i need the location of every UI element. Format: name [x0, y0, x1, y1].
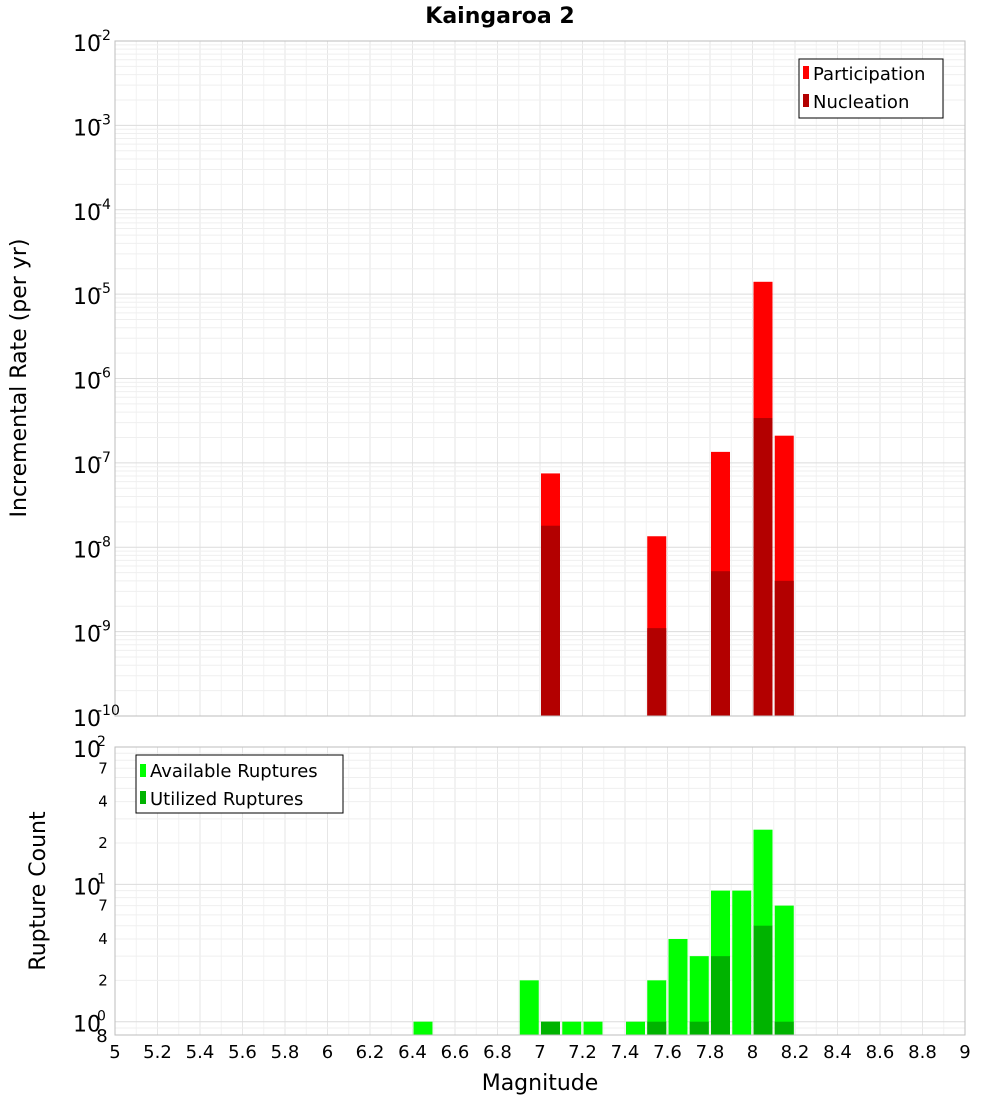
x-tick-label: 8	[747, 1042, 758, 1063]
bottom-bar-available-ruptures	[413, 1021, 433, 1035]
bottom-y-minor-tick-label: 8	[96, 1026, 107, 1047]
bottom-y-tick-label: 10	[73, 738, 101, 763]
x-tick-label: 5.8	[271, 1042, 300, 1063]
bottom-bar-utilized-ruptures	[647, 1021, 667, 1035]
top-y-tick-exponent: -3	[97, 112, 111, 128]
top-bar-nucleation	[774, 580, 794, 716]
bottom-bar-available-ruptures	[626, 1021, 645, 1035]
top-y-tick-label: 10	[73, 370, 101, 395]
x-tick-label: 5.2	[143, 1042, 172, 1063]
x-tick-label: 6.8	[483, 1042, 512, 1063]
top-y-tick-exponent: -2	[97, 28, 111, 44]
bottom-y-tick-exponent: 2	[97, 734, 106, 750]
top-bar-nucleation	[711, 571, 730, 716]
bottom-y-minor-tick-label: 7	[98, 897, 108, 915]
top-y-tick-exponent: -7	[97, 450, 111, 466]
bottom-y-minor-tick-label: 4	[98, 793, 108, 811]
bottom-legend: Available Ruptures Utilized Ruptures	[135, 754, 344, 814]
top-plot-frame	[114, 40, 966, 717]
top-y-tick-label: 10	[73, 623, 101, 648]
legend-swatch-utilized-ruptures	[140, 791, 146, 804]
x-tick-label: 5.4	[186, 1042, 215, 1063]
x-tick-label: 6.4	[398, 1042, 427, 1063]
x-tick-label: 8.2	[781, 1042, 810, 1063]
top-y-tick-label: 10	[73, 707, 101, 732]
top-legend-box	[798, 58, 944, 119]
bottom-legend-box	[135, 754, 344, 814]
top-y-tick-label: 10	[73, 285, 101, 310]
top-plot-area: 10-210-310-410-510-610-710-810-910-10	[73, 28, 966, 732]
bottom-bar-available-ruptures	[562, 1021, 582, 1035]
top-bar-nucleation	[647, 628, 667, 716]
top-bar-nucleation	[541, 525, 560, 716]
x-tick-label: 5	[109, 1042, 120, 1063]
x-tick-label: 7.2	[568, 1042, 597, 1063]
legend-swatch-participation	[803, 66, 809, 79]
bottom-plot-frame	[114, 746, 966, 1036]
x-tick-label: 8.6	[866, 1042, 895, 1063]
top-y-tick-label: 10	[73, 538, 101, 563]
top-y-tick-label: 10	[73, 454, 101, 479]
x-tick-label: 7.4	[611, 1042, 640, 1063]
x-tick-label: 7	[534, 1042, 545, 1063]
bottom-bar-available-ruptures	[583, 1021, 603, 1035]
top-y-tick-exponent: -6	[97, 366, 111, 382]
bottom-y-tick-exponent: 0	[97, 1009, 106, 1025]
x-tick-label: 9	[959, 1042, 970, 1063]
top-y-tick-label: 10	[73, 116, 101, 141]
top-y-axis-label: Incremental Rate (per yr)	[7, 239, 32, 518]
x-tick-label: 6.6	[441, 1042, 470, 1063]
top-y-tick-label: 10	[73, 201, 101, 226]
bottom-bar-utilized-ruptures	[689, 1021, 709, 1035]
top-y-tick-label: 10	[73, 32, 101, 57]
bottom-bar-utilized-ruptures	[711, 956, 730, 1035]
bottom-bar-available-ruptures	[689, 956, 709, 1035]
bottom-bar-available-ruptures	[774, 905, 794, 1035]
bottom-bar-utilized-ruptures	[541, 1021, 560, 1035]
x-tick-label: 6.2	[356, 1042, 385, 1063]
legend-label-nucleation: Nucleation	[813, 92, 909, 113]
x-tick-label: 5.6	[228, 1042, 257, 1063]
legend-label-available-ruptures: Available Ruptures	[150, 761, 318, 782]
top-legend: Participation Nucleation	[798, 58, 944, 119]
bottom-y-minor-tick-label: 7	[98, 759, 108, 777]
bottom-y-minor-tick-label: 2	[98, 971, 108, 989]
bottom-y-tick-label: 10	[73, 875, 101, 900]
x-tick-label: 7.8	[696, 1042, 725, 1063]
bottom-bar-available-ruptures	[732, 890, 752, 1035]
top-y-tick-exponent: -5	[97, 281, 111, 297]
bottom-y-minor-tick-label: 2	[98, 834, 108, 852]
top-y-tick-exponent: -10	[97, 703, 120, 719]
bottom-bar-available-ruptures	[519, 980, 539, 1035]
x-tick-label: 8.4	[823, 1042, 852, 1063]
legend-swatch-nucleation	[803, 94, 809, 107]
x-tick-label: 6	[322, 1042, 333, 1063]
bottom-y-minor-tick-label: 4	[98, 930, 108, 948]
bottom-y-axis-label: Rupture Count	[26, 811, 51, 971]
bottom-bar-available-ruptures	[647, 980, 667, 1035]
bottom-bar-available-ruptures	[668, 939, 688, 1035]
bottom-bar-utilized-ruptures	[774, 1021, 794, 1035]
chart-title: Kaingaroa 2	[425, 4, 574, 29]
top-y-tick-exponent: -4	[97, 197, 111, 213]
x-tick-label: 8.8	[908, 1042, 937, 1063]
top-y-tick-exponent: -8	[97, 534, 111, 550]
legend-label-utilized-ruptures: Utilized Ruptures	[150, 789, 303, 810]
bottom-y-tick-exponent: 1	[97, 871, 106, 887]
bottom-bar-utilized-ruptures	[753, 925, 773, 1035]
x-axis-label: Magnitude	[482, 1071, 599, 1096]
bottom-y-tick-label: 10	[73, 1013, 101, 1038]
x-tick-label: 7.6	[653, 1042, 682, 1063]
legend-label-participation: Participation	[813, 64, 925, 85]
top-bar-nucleation	[753, 418, 773, 716]
legend-swatch-available-ruptures	[140, 764, 146, 777]
top-y-tick-exponent: -9	[97, 619, 111, 635]
